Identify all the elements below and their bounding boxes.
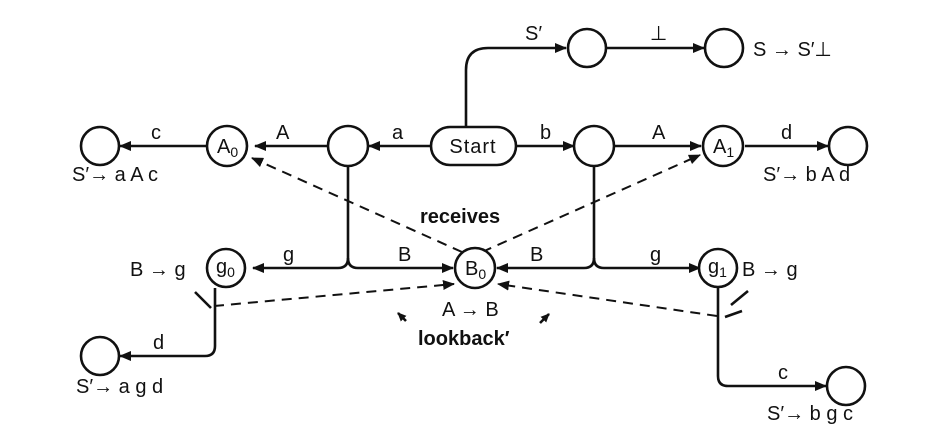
- B0-node: [453, 246, 497, 290]
- accept-node: [703, 27, 745, 69]
- receives-arrow-left: [251, 157, 463, 253]
- lookback-mini-arrow-right: [539, 313, 550, 324]
- edge-label-a: a: [392, 122, 404, 144]
- edge-start-to-sprime: [464, 43, 567, 127]
- edge-right-down-g: [592, 257, 701, 273]
- edge-label-B-right: B: [530, 244, 543, 266]
- right-node: [572, 124, 616, 168]
- edge-label-B-left: B: [398, 244, 411, 266]
- edge-label-b: b: [540, 122, 551, 144]
- edge-left-down-g: [252, 166, 350, 273]
- edge-label-d-right: d: [781, 122, 792, 144]
- g1-node: [697, 247, 739, 289]
- edge-right-down-B: [496, 166, 596, 273]
- sprime-node: [566, 27, 608, 69]
- production-b-g-left: B → g: [130, 259, 186, 281]
- edge-label-A-left: A: [276, 122, 290, 144]
- edge-left-down-B: [346, 257, 454, 273]
- edge-g1-c: [716, 288, 827, 391]
- production-sprime-bgc: S′→ b g c: [767, 403, 853, 425]
- edge-g0-d: [119, 288, 217, 361]
- production-sprime-agd: S′→ a g d: [76, 376, 163, 398]
- production-sprime-aac: S′→ a A c: [72, 164, 158, 186]
- edge-label-bottom: ⊥: [650, 23, 667, 45]
- edge-label-c-lower: c: [778, 362, 788, 384]
- B0-label: B0: [465, 258, 486, 282]
- receives-label: receives: [420, 206, 500, 228]
- item-tick-g1-lower: [724, 309, 743, 319]
- production-b-g-right: B → g: [742, 259, 798, 281]
- A0-node: [205, 124, 249, 168]
- right-final-node: [827, 125, 869, 167]
- left-node: [326, 124, 370, 168]
- lookback-mini-arrow-left: [397, 312, 407, 322]
- g1-label: g1: [708, 256, 727, 280]
- A1-label: A1: [713, 136, 734, 160]
- receives-arrow-right: [481, 154, 701, 253]
- edge-label-A-right: A: [652, 122, 666, 144]
- production-s-sprime-bottom: S → S′⊥: [753, 39, 832, 61]
- edge-label-d-lower: d: [153, 332, 164, 354]
- A1-node: [701, 124, 745, 168]
- bgc-final-node: [825, 365, 867, 407]
- edge-label-sprime: S′: [525, 23, 542, 45]
- edge-label-c-left: c: [151, 122, 161, 144]
- item-tick-g0: [194, 291, 212, 309]
- edge-label-g-right: g: [650, 244, 661, 266]
- lookback-label: lookback′: [418, 328, 510, 350]
- lookback-arrow-left: [213, 280, 455, 307]
- start-label: Start: [449, 136, 496, 158]
- g0-label: g0: [216, 256, 235, 280]
- left-final-node: [79, 125, 121, 167]
- start-node: [429, 125, 518, 167]
- A0-label: A0: [217, 136, 238, 160]
- agd-final-node: [79, 335, 121, 377]
- production-a-b: A → B: [442, 299, 499, 321]
- item-tick-g1: [730, 289, 749, 307]
- lookback-arrow-right: [497, 280, 718, 317]
- edge-label-g-left: g: [283, 244, 294, 266]
- g0-node: [205, 247, 247, 289]
- production-sprime-bad: S′→ b A d: [763, 164, 850, 186]
